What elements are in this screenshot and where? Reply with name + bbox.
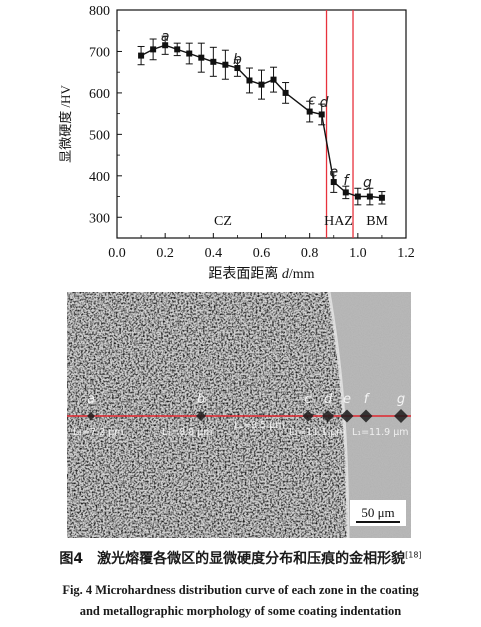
x-tick-label: 1.2	[397, 246, 415, 261]
data-point	[342, 189, 349, 196]
data-point	[198, 54, 205, 61]
data-point	[210, 58, 217, 65]
x-tick-label: 0.0	[108, 246, 126, 261]
x-axis-label-var: d	[282, 267, 290, 282]
micro-label-d: d	[324, 392, 333, 407]
y-tick-label: 800	[89, 4, 110, 19]
caption-cn-text: 图4 激光熔覆各微区的显微硬度分布和压痕的金相形貌	[59, 551, 406, 567]
y-tick-label: 500	[89, 128, 110, 143]
y-tick-label: 700	[89, 45, 110, 60]
data-point	[174, 46, 181, 53]
data-point	[354, 193, 361, 200]
x-tick-label: 0.4	[205, 246, 223, 261]
y-tick-label: 400	[89, 170, 110, 185]
scale-bar-label: 50 μm	[361, 505, 394, 520]
x-axis-label-prefix: 距表面距离	[208, 265, 282, 282]
point-label-c: c	[308, 93, 316, 109]
data-point	[282, 89, 289, 96]
data-point	[270, 76, 277, 83]
data-point	[306, 108, 313, 115]
x-tick-label: 0.6	[253, 246, 271, 261]
micro-label-e: e	[343, 392, 351, 407]
caption-cn-ref: [18]	[405, 550, 422, 560]
metallographic-micrograph: a b c d e f g L₁=7.2 μm L₁=8.8 μm L₁=9.5 μm L₁=11.…	[67, 292, 411, 538]
data-point	[138, 52, 145, 59]
point-label-d: d	[320, 95, 329, 111]
data-point	[258, 81, 265, 88]
measurement-label: L₁=8.8 μm	[162, 427, 213, 438]
data-point	[366, 193, 373, 200]
x-tick-label: 0.8	[301, 246, 319, 261]
point-label-e: e	[329, 165, 338, 181]
point-label-a: a	[161, 29, 170, 45]
indent-mark	[87, 412, 95, 420]
micro-label-b: b	[197, 392, 205, 407]
micro-label-f: f	[364, 392, 371, 407]
point-label-g: g	[363, 175, 372, 191]
indent-mark	[359, 409, 373, 423]
measurement-label: L₁=11.9 μm	[352, 427, 409, 438]
figure-caption-cn: 图4 激光熔覆各微区的显微硬度分布和压痕的金相形貌[18]	[0, 548, 481, 568]
zone-label-bm: BM	[366, 214, 388, 229]
data-point	[222, 61, 229, 68]
figure-caption-en-line1: Fig. 4 Microhardness distribution curve …	[62, 583, 419, 597]
indent-mark	[394, 409, 408, 423]
coating-zone	[67, 292, 348, 538]
measurement-label: L₁=9.5 μm	[234, 420, 285, 431]
x-axis-label-unit: /mm	[289, 267, 315, 282]
x-axis-label: 距表面距离 d/mm	[208, 265, 314, 282]
x-tick-label: 1.0	[349, 246, 367, 261]
measurement-label: L₁=11.1 μm	[289, 427, 346, 438]
zone-label-cz: CZ	[214, 214, 232, 229]
y-tick-label: 600	[89, 87, 110, 102]
point-label-b: b	[233, 52, 242, 68]
figure-caption-en-line2: and metallographic morphology of some co…	[79, 604, 402, 618]
y-tick-label: 300	[89, 211, 110, 226]
fusion-boundary	[327, 292, 350, 538]
indent-mark	[340, 409, 354, 423]
micro-label-g: g	[397, 392, 405, 407]
micro-label-c: c	[304, 392, 311, 407]
data-point	[246, 77, 253, 84]
data-point	[234, 65, 241, 72]
x-tick-label: 0.2	[156, 246, 174, 261]
data-point	[330, 179, 337, 186]
measurement-label: L₁=7.2 μm	[73, 427, 124, 438]
indent-mark	[322, 410, 334, 422]
data-point	[162, 42, 169, 49]
data-point	[378, 194, 385, 201]
zone-label-haz: HAZ	[324, 214, 353, 229]
indent-mark	[196, 411, 206, 421]
hardness-chart: 0.0 0.2 0.4 0.6 0.8 1.0 1.2 300 400 500 600 700 800 距…	[58, 4, 415, 282]
data-point	[186, 50, 193, 57]
data-point	[318, 111, 325, 118]
micro-label-a: a	[87, 392, 95, 407]
point-label-f: f	[343, 173, 350, 189]
micrograph-image: a b c d e f g L₁=7.2 μm L₁=8.8 μm L₁=9.5 μm L₁=11.…	[67, 292, 411, 538]
data-point	[150, 46, 157, 53]
indent-mark	[302, 410, 314, 422]
y-axis-label: 显微硬度 /HV	[58, 85, 73, 163]
coating-grains	[67, 292, 348, 538]
